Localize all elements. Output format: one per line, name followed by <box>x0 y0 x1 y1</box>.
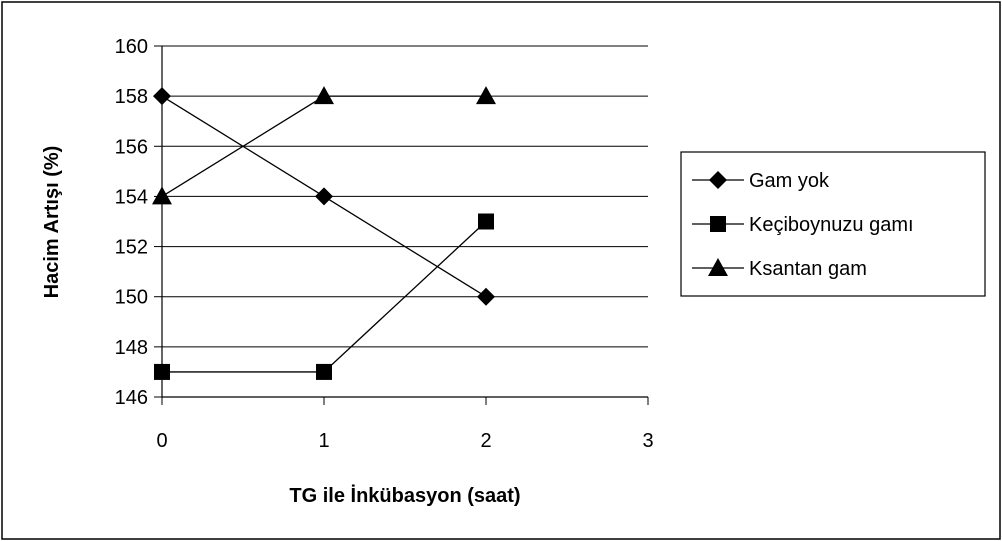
x-tick-label: 1 <box>318 430 329 452</box>
data-point-ksantan-gam <box>152 186 172 205</box>
y-tick-label: 152 <box>115 237 148 259</box>
y-tick-label: 154 <box>115 186 148 208</box>
series-group <box>152 86 496 380</box>
y-tick-label: 148 <box>115 337 148 359</box>
y-tick-label: 150 <box>115 287 148 309</box>
y-tick-labels: 146 148 150 152 154 156 158 160 <box>115 36 148 409</box>
y-tick-label: 146 <box>115 387 148 409</box>
legend-marker-gam-yok <box>709 171 727 189</box>
data-point-keciboynuzu-gami <box>316 363 332 380</box>
data-point-ksantan-gam <box>314 86 334 105</box>
x-tick-label: 0 <box>156 430 167 452</box>
x-tick-labels: 0 1 2 3 <box>156 430 653 452</box>
y-tick-label: 158 <box>115 86 148 108</box>
x-axis-title: TG ile İnkübasyon (saat) <box>289 484 520 507</box>
legend-marker-ksantan-gam <box>708 258 728 276</box>
data-point-keciboynuzu-gami <box>478 213 494 230</box>
y-axis-title: Hacim Artışı (%) <box>41 146 63 299</box>
legend-marker-keciboynuzu-gami <box>710 216 726 232</box>
y-tick-label: 156 <box>115 136 148 158</box>
y-tick-label: 160 <box>115 36 148 58</box>
data-point-ksantan-gam <box>476 86 496 105</box>
data-point-keciboynuzu-gami <box>154 363 170 380</box>
data-point-gam-yok <box>153 87 171 106</box>
legend-label-gam-yok: Gam yok <box>749 170 830 192</box>
data-point-gam-yok <box>477 287 495 306</box>
data-point-gam-yok <box>315 187 333 206</box>
x-tick-label: 2 <box>480 430 491 452</box>
legend-label-keciboynuzu-gami: Keçiboynuzu gamı <box>749 214 914 236</box>
x-tick-label: 3 <box>642 430 653 452</box>
legend: Gam yok Keçiboynuzu gamı Ksantan gam <box>680 151 986 297</box>
legend-label-ksantan-gam: Ksantan gam <box>749 258 867 280</box>
